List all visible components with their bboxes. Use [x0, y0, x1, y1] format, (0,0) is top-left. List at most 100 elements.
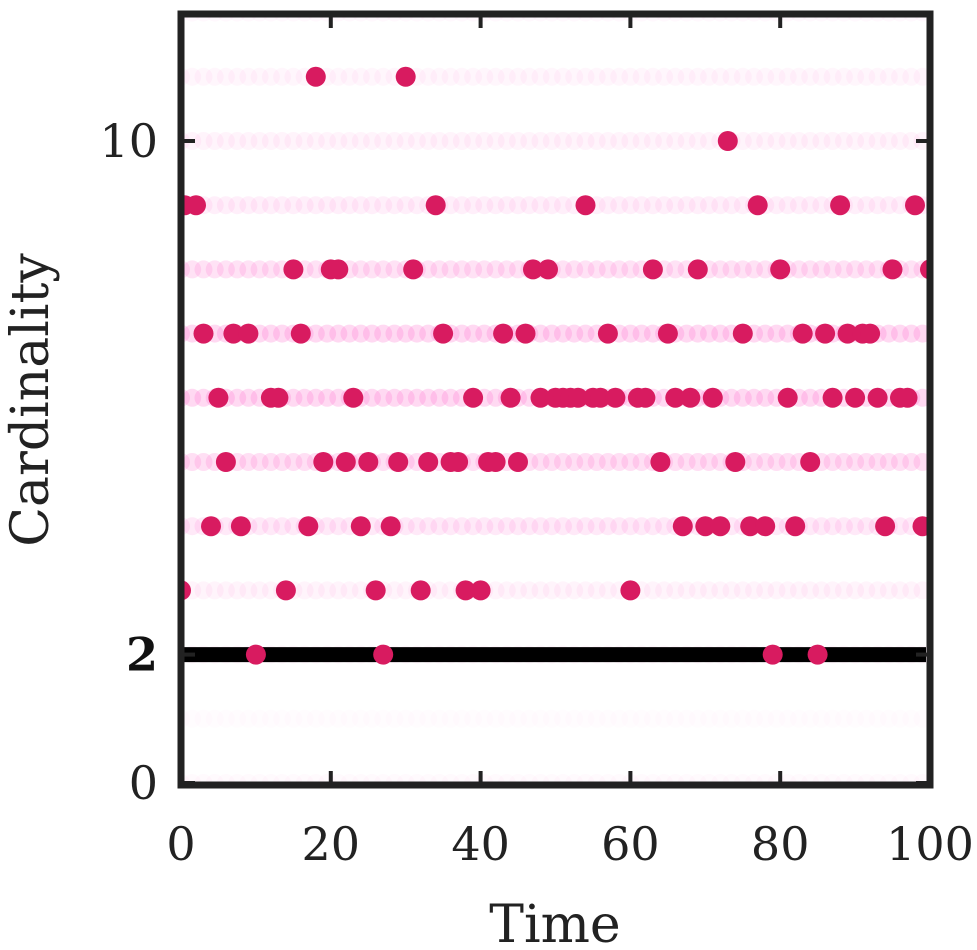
background-marker	[430, 517, 449, 536]
background-marker	[688, 453, 707, 471]
data-point	[620, 580, 641, 601]
background-marker	[598, 453, 617, 471]
data-point	[665, 387, 686, 408]
background-marker	[407, 196, 426, 215]
data-point	[837, 323, 858, 344]
background-marker	[194, 581, 213, 600]
background-marker	[745, 260, 763, 279]
background-marker	[531, 67, 550, 86]
background-marker	[228, 388, 247, 407]
data-point	[201, 516, 221, 537]
background-marker	[329, 132, 348, 150]
background-marker	[520, 581, 539, 600]
background-marker	[419, 324, 438, 343]
background-marker	[520, 517, 539, 536]
background-marker	[396, 517, 415, 536]
background-marker	[261, 453, 280, 471]
background-marker	[239, 453, 258, 471]
background-marker	[475, 132, 494, 150]
background-marker	[756, 260, 775, 279]
background-marker	[733, 67, 752, 86]
background-marker	[520, 132, 539, 150]
background-marker	[756, 67, 775, 86]
background-marker	[700, 324, 718, 343]
background-marker	[205, 260, 224, 279]
background-marker	[318, 581, 337, 600]
background-marker	[340, 581, 359, 600]
background-marker	[587, 453, 606, 471]
data-point	[687, 259, 708, 280]
background-marker	[733, 581, 752, 600]
background-marker	[306, 388, 325, 407]
background-marker	[812, 132, 831, 150]
background-marker	[374, 453, 393, 471]
background-marker	[374, 260, 393, 279]
background-marker	[554, 132, 572, 150]
data-point	[680, 387, 701, 408]
background-marker	[520, 67, 539, 86]
background-marker	[509, 581, 527, 600]
background-marker	[745, 388, 763, 407]
background-marker	[823, 453, 842, 471]
data-point	[785, 516, 806, 537]
background-marker	[284, 388, 303, 407]
background-marker	[587, 132, 606, 150]
background-marker	[407, 517, 426, 536]
background-marker	[902, 260, 921, 279]
background-marker	[295, 388, 314, 407]
background-marker	[722, 67, 741, 86]
background-marker	[441, 388, 460, 407]
background-marker	[834, 132, 853, 150]
background-marker	[396, 581, 415, 600]
background-marker	[576, 324, 595, 343]
data-point	[410, 580, 431, 601]
data-point	[590, 387, 611, 408]
background-marker	[857, 196, 876, 215]
background-marker	[318, 388, 337, 407]
background-marker	[239, 132, 258, 150]
background-band-y11	[181, 67, 930, 86]
data-point	[238, 323, 259, 344]
background-marker	[666, 260, 685, 279]
background-marker	[351, 132, 370, 150]
background-marker	[587, 67, 606, 86]
background-marker	[452, 132, 471, 150]
background-marker	[846, 67, 865, 86]
background-marker	[834, 517, 853, 536]
background-marker	[385, 196, 404, 215]
background-marker	[486, 67, 505, 86]
data-point	[860, 323, 881, 344]
background-marker	[216, 517, 235, 536]
data-point	[717, 131, 738, 151]
background-marker	[812, 196, 831, 215]
background-marker	[677, 132, 696, 150]
background-marker	[205, 132, 224, 150]
background-marker	[363, 324, 381, 343]
background-marker	[475, 260, 494, 279]
plot-frame	[177, 10, 934, 789]
data-point	[268, 387, 289, 408]
background-marker	[756, 453, 775, 471]
background-marker	[306, 581, 325, 600]
background-marker	[464, 196, 483, 215]
background-marker	[576, 453, 595, 471]
background-marker	[464, 132, 483, 150]
data-point	[912, 516, 930, 537]
background-marker	[677, 67, 696, 86]
background-marker	[756, 581, 775, 600]
background-marker	[374, 67, 393, 86]
background-marker	[542, 517, 561, 536]
background-marker	[868, 132, 887, 150]
data-point	[710, 516, 731, 537]
background-marker	[486, 260, 505, 279]
background-marker	[632, 196, 651, 215]
background-marker	[441, 260, 460, 279]
background-marker	[183, 388, 202, 407]
background-marker	[531, 581, 550, 600]
data-point	[897, 387, 918, 408]
background-marker	[846, 581, 865, 600]
background-marker	[419, 132, 438, 150]
background-marker	[216, 581, 235, 600]
background-marker	[632, 132, 651, 150]
background-marker	[261, 67, 280, 86]
